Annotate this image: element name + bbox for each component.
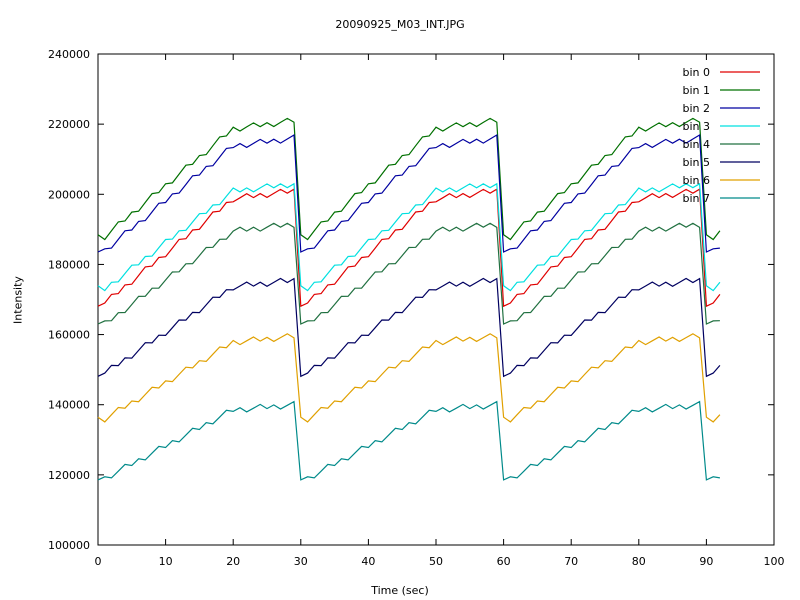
legend-label: bin 0 [682, 66, 710, 79]
x-tick-label: 40 [361, 555, 375, 568]
legend-label: bin 2 [682, 102, 710, 115]
series-line-bin-7 [97, 400, 720, 481]
x-tick-label: 50 [429, 555, 443, 568]
chart-title: 20090925_M03_INT.JPG [335, 18, 465, 31]
x-axis-label: Time (sec) [371, 584, 429, 597]
legend-label: bin 5 [682, 156, 710, 169]
series-lines [97, 117, 721, 481]
x-tick-label: 0 [95, 555, 102, 568]
y-tick-label: 100000 [48, 539, 90, 552]
y-tick-label: 180000 [48, 258, 90, 271]
series-line-bin-4 [97, 222, 720, 325]
legend-label: bin 7 [682, 192, 710, 205]
series-line-bin-0 [97, 188, 721, 308]
y-tick-label: 220000 [48, 118, 90, 131]
x-tick-label: 60 [497, 555, 511, 568]
legend-label: bin 6 [682, 174, 710, 187]
legend-label: bin 3 [682, 120, 710, 133]
legend-label: bin 1 [682, 84, 710, 97]
x-tick-label: 30 [294, 555, 308, 568]
series-line-bin-3 [97, 182, 721, 292]
series-line-bin-1 [97, 117, 721, 241]
series-line-bin-6 [97, 333, 721, 423]
legend: bin 0 bin 1 bin 2 bin 3 bin 4 bin 5 bin 6 bin 7 [682, 66, 760, 205]
y-tick-label: 200000 [48, 188, 90, 201]
x-tick-label: 10 [159, 555, 173, 568]
y-tick-label: 140000 [48, 399, 90, 412]
y-tick-label: 160000 [48, 329, 90, 342]
series-line-bin-5 [97, 277, 721, 378]
x-tick-label: 80 [632, 555, 646, 568]
x-tick-label: 20 [226, 555, 240, 568]
series-line-bin-2 [97, 133, 720, 253]
x-tick-label: 70 [564, 555, 578, 568]
axis-ticks: 0 10 20 30 40 50 60 70 80 90 100 100000 120000 140000… [48, 48, 785, 568]
y-tick-label: 120000 [48, 469, 90, 482]
x-tick-label: 90 [699, 555, 713, 568]
y-tick-label: 240000 [48, 48, 90, 61]
legend-label: bin 4 [682, 138, 710, 151]
x-tick-label: 100 [764, 555, 785, 568]
